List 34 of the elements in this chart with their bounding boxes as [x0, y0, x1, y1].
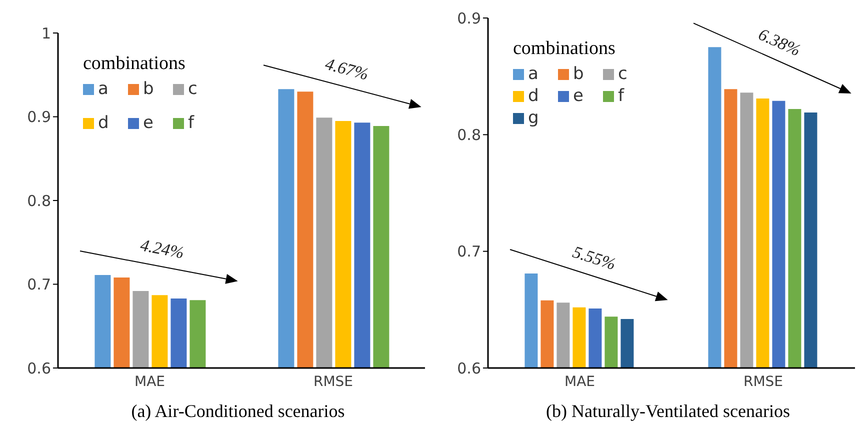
y-tick-label: 1: [41, 24, 51, 42]
legend-title: combinations: [513, 38, 616, 60]
y-tick-label: 0.6: [457, 359, 481, 378]
text: (a) Air-Conditioned scenarios: [130, 401, 346, 422]
legend-label: b: [143, 79, 154, 99]
y-tick-label: 0.9: [27, 108, 51, 126]
text: (b) Naturally-Ventilated scenarios: [545, 401, 791, 422]
legend-label: f: [188, 113, 194, 133]
legend-label: f: [618, 86, 624, 106]
legend-label: a: [528, 64, 538, 84]
legend-label: c: [618, 64, 628, 84]
y-tick-label: 0.8: [27, 192, 51, 210]
legend-label: e: [143, 113, 154, 133]
legend-label: d: [98, 113, 109, 133]
x-tick-label: RMSE: [743, 374, 784, 390]
legend-title: combinations: [83, 53, 186, 75]
annotation: 5.55%: [570, 242, 618, 274]
annotation: 4.24%: [138, 235, 186, 262]
legend-label: d: [528, 86, 539, 106]
x-tick-label: RMSE: [313, 374, 354, 390]
y-tick-label: 0.7: [457, 242, 481, 261]
y-tick-label: 0.8: [457, 126, 481, 144]
legend-label: b: [573, 64, 584, 84]
legend-label: g: [528, 108, 539, 128]
y-tick-label: 0.9: [457, 9, 481, 28]
annotation: 6.38%: [756, 24, 804, 60]
x-tick-label: MAE: [564, 374, 596, 390]
y-tick-label: 0.7: [27, 276, 51, 294]
legend-label: c: [188, 79, 198, 99]
legend-label: a: [98, 79, 108, 99]
x-tick-label: MAE: [134, 374, 166, 390]
annotation: 4.67%: [323, 54, 371, 84]
y-tick-label: 0.6: [27, 359, 51, 378]
legend-label: e: [573, 86, 584, 106]
